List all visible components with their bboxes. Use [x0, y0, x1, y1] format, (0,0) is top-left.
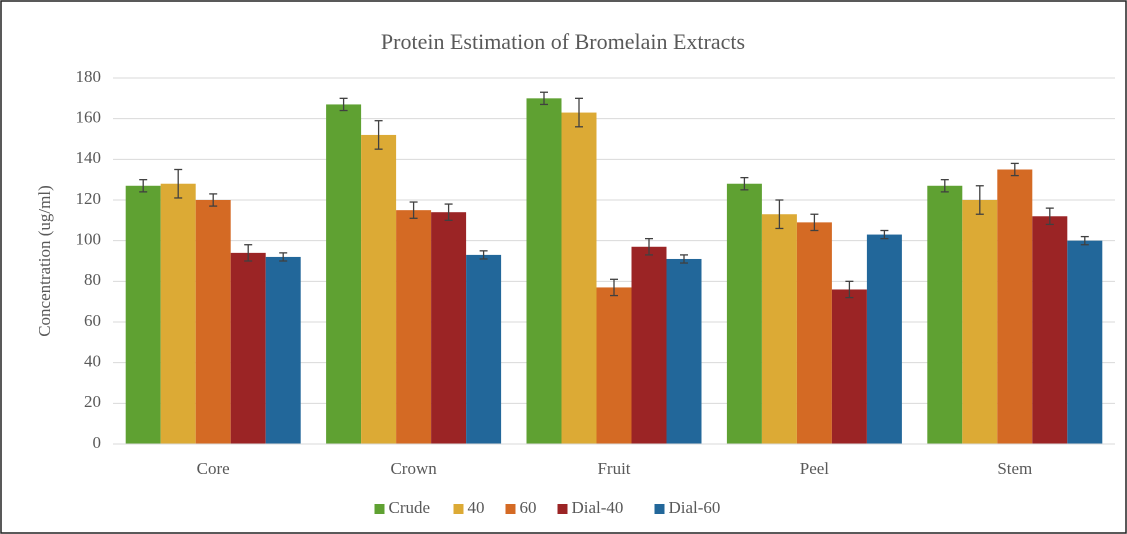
- x-tick-label: Core: [197, 459, 230, 478]
- error-bar: [244, 244, 253, 262]
- error-bar: [940, 179, 949, 193]
- bar: [526, 98, 562, 444]
- y-axis-label: Concentration (ug/ml): [35, 185, 54, 337]
- bar: [631, 246, 667, 444]
- y-tick-label: 40: [84, 352, 101, 371]
- y-tick-label: 160: [76, 108, 102, 127]
- bar: [596, 287, 632, 444]
- error-bar: [610, 278, 618, 297]
- bar: [396, 210, 432, 444]
- bar: [1067, 240, 1103, 444]
- error-bar: [880, 229, 889, 240]
- error-bar: [975, 185, 984, 215]
- x-tick-label: Fruit: [597, 459, 630, 478]
- bar: [431, 212, 467, 444]
- error-bar: [540, 91, 548, 106]
- bar: [361, 134, 397, 444]
- bar: [561, 112, 597, 445]
- error-bar: [775, 199, 784, 230]
- legend-label: 40: [468, 498, 485, 517]
- error-bar: [1010, 162, 1019, 177]
- y-tick-label: 180: [76, 67, 102, 86]
- bar: [927, 185, 963, 444]
- bar: [666, 258, 702, 444]
- error-bar: [209, 193, 218, 207]
- error-bar: [139, 179, 148, 193]
- bar: [997, 169, 1033, 444]
- legend-swatch: [557, 504, 568, 514]
- bar: [726, 183, 762, 444]
- bar: [125, 185, 161, 444]
- legend-swatch: [453, 504, 464, 514]
- error-bar: [479, 250, 488, 260]
- error-bar: [740, 176, 749, 191]
- bar: [160, 183, 196, 444]
- legend-label: 60: [520, 498, 537, 517]
- bar: [230, 252, 266, 444]
- error-bar: [279, 252, 288, 262]
- bar: [831, 289, 867, 444]
- bar: [466, 254, 502, 444]
- error-bar: [174, 168, 183, 199]
- y-tick-label: 80: [84, 270, 101, 289]
- error-bar: [575, 97, 583, 128]
- y-tick-label: 120: [76, 189, 102, 208]
- error-bar: [680, 254, 688, 264]
- error-bar: [1045, 207, 1054, 226]
- x-tick-label: Crown: [390, 459, 437, 478]
- error-bar: [339, 97, 348, 112]
- bar: [265, 256, 301, 444]
- y-tick-label: 0: [93, 433, 102, 452]
- y-tick-label: 140: [76, 148, 102, 167]
- legend-label: Crude: [389, 498, 431, 517]
- y-tick-label: 20: [84, 392, 101, 411]
- legend-swatch: [505, 504, 516, 514]
- legend-swatch: [374, 504, 385, 514]
- bar: [866, 234, 902, 444]
- error-bar: [810, 213, 819, 232]
- bar: [326, 104, 362, 444]
- error-bar: [1080, 235, 1089, 246]
- error-bar: [845, 280, 854, 299]
- bar: [1032, 216, 1068, 444]
- error-bar: [444, 203, 453, 221]
- legend-swatch: [654, 504, 665, 514]
- bar: [962, 200, 998, 444]
- x-tick-label: Stem: [997, 459, 1032, 478]
- error-bar: [374, 120, 383, 150]
- error-bar: [409, 201, 418, 219]
- y-tick-label: 60: [84, 311, 101, 330]
- error-bar: [645, 237, 653, 256]
- bar: [195, 200, 231, 444]
- chart-title: Protein Estimation of Bromelain Extracts: [381, 29, 745, 54]
- y-tick-label: 100: [76, 230, 102, 249]
- x-tick-label: Peel: [800, 459, 830, 478]
- bar: [796, 222, 832, 444]
- legend-label: Dial-60: [669, 498, 721, 517]
- bar: [761, 214, 797, 444]
- legend-label: Dial-40: [572, 498, 624, 517]
